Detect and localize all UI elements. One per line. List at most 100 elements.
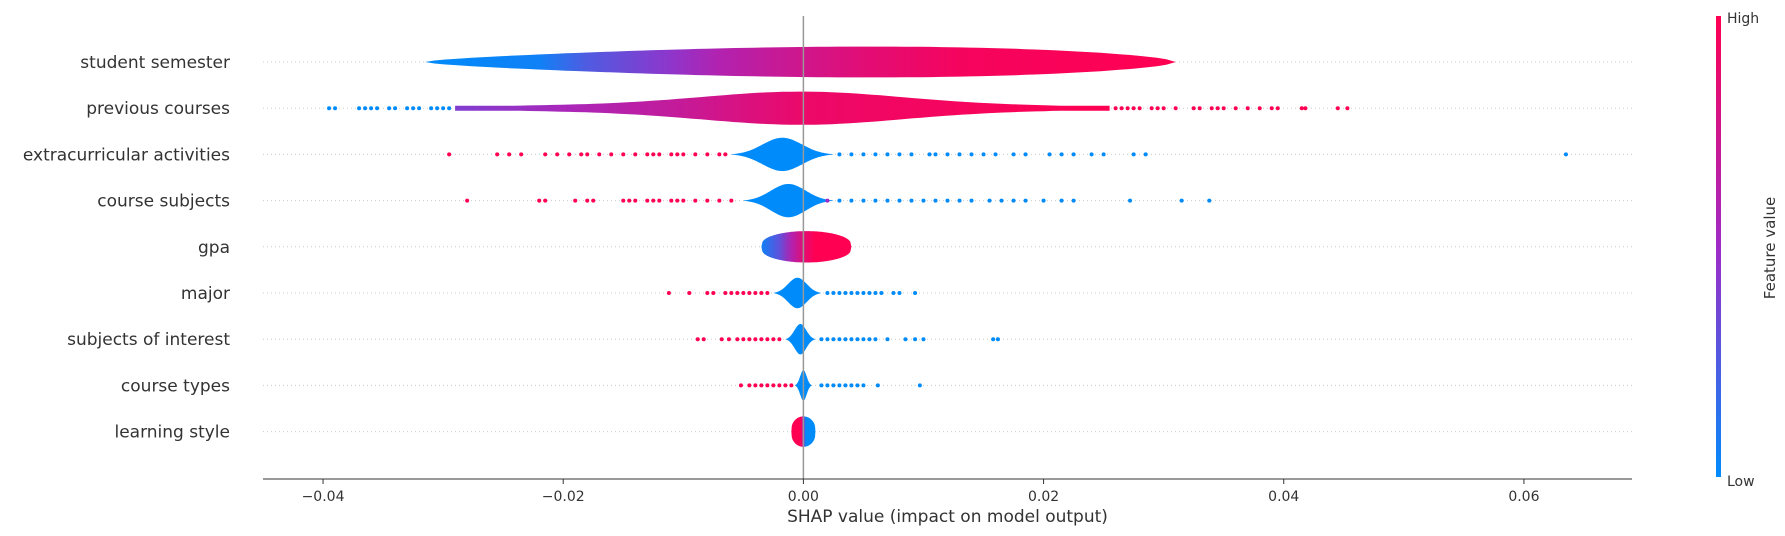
- data-point: [1215, 106, 1220, 111]
- data-point: [1101, 152, 1106, 157]
- data-point: [1335, 106, 1340, 111]
- data-point: [1299, 106, 1304, 111]
- data-point: [831, 337, 836, 342]
- row-guides: [263, 61, 1632, 433]
- data-point: [327, 106, 332, 111]
- x-tick-label: −0.02: [542, 489, 585, 505]
- data-point: [585, 198, 590, 203]
- data-point: [591, 198, 596, 203]
- data-point: [913, 337, 918, 342]
- data-point: [441, 106, 446, 111]
- feature-label: major: [181, 284, 230, 304]
- data-point: [855, 337, 860, 342]
- data-point: [837, 291, 842, 295]
- data-point: [1207, 198, 1212, 203]
- violin-shape: [425, 46, 1176, 78]
- data-point: [1137, 106, 1142, 111]
- data-point: [885, 152, 890, 157]
- data-point: [885, 337, 890, 342]
- feature-label: course types: [121, 376, 230, 396]
- violin-shape: [785, 324, 816, 355]
- data-point: [1089, 152, 1094, 157]
- x-tick-label: 0.04: [1268, 489, 1299, 505]
- data-point: [738, 383, 743, 388]
- data-point: [1155, 106, 1160, 111]
- data-point: [825, 337, 830, 342]
- data-point: [621, 152, 626, 157]
- data-point: [765, 291, 770, 295]
- data-point: [777, 337, 782, 342]
- data-point: [357, 106, 362, 111]
- data-point: [651, 152, 656, 157]
- data-point: [701, 337, 706, 342]
- data-point: [627, 198, 632, 203]
- data-point: [969, 152, 974, 157]
- data-point: [867, 337, 872, 342]
- data-point: [465, 198, 470, 203]
- violin-shape: [731, 137, 834, 171]
- data-point: [747, 337, 752, 342]
- data-point: [945, 198, 950, 203]
- data-point: [849, 337, 854, 342]
- data-point: [891, 291, 896, 295]
- data-point: [969, 198, 974, 203]
- data-point: [695, 337, 700, 342]
- data-point: [837, 383, 842, 388]
- data-point: [873, 198, 878, 203]
- data-point: [849, 152, 854, 157]
- data-point: [879, 291, 884, 295]
- data-point: [555, 152, 560, 157]
- data-point: [999, 198, 1004, 203]
- data-point: [897, 152, 902, 157]
- violin-shape: [773, 277, 822, 309]
- data-point: [1125, 106, 1130, 111]
- data-point: [1023, 152, 1028, 157]
- violin-shape: [743, 184, 834, 218]
- data-point: [777, 383, 782, 388]
- data-point: [375, 106, 380, 111]
- data-point: [885, 198, 890, 203]
- data-point: [861, 152, 866, 157]
- data-point: [819, 383, 824, 388]
- data-point: [825, 383, 830, 388]
- data-point: [903, 337, 908, 342]
- feature-label: student semester: [80, 53, 230, 73]
- data-point: [783, 383, 788, 388]
- data-point: [933, 152, 938, 157]
- data-point: [447, 152, 452, 157]
- data-point: [363, 106, 368, 111]
- data-point: [657, 152, 662, 157]
- data-point: [759, 383, 764, 388]
- data-point: [447, 106, 452, 111]
- data-point: [645, 152, 650, 157]
- data-point: [597, 152, 602, 157]
- data-point: [913, 291, 918, 295]
- data-point: [753, 383, 758, 388]
- data-point: [855, 383, 860, 388]
- data-point: [411, 106, 416, 111]
- data-point: [573, 198, 578, 203]
- data-point: [995, 337, 1000, 342]
- data-point: [666, 291, 671, 295]
- data-point: [921, 198, 926, 203]
- data-point: [909, 198, 914, 203]
- data-point: [765, 383, 770, 388]
- data-point: [651, 198, 656, 203]
- data-point: [507, 152, 512, 157]
- data-point: [693, 152, 698, 157]
- data-point: [1011, 198, 1016, 203]
- data-point: [909, 152, 914, 157]
- data-point: [711, 291, 716, 295]
- data-point: [405, 106, 410, 111]
- data-point: [747, 383, 752, 388]
- data-point: [873, 291, 878, 295]
- points: [327, 106, 1568, 388]
- data-point: [669, 152, 674, 157]
- feature-label: gpa: [198, 238, 230, 258]
- data-point: [1023, 198, 1028, 203]
- violins: [425, 46, 1176, 447]
- data-point: [719, 337, 724, 342]
- data-point: [789, 383, 794, 388]
- data-point: [519, 152, 524, 157]
- data-point: [1179, 198, 1184, 203]
